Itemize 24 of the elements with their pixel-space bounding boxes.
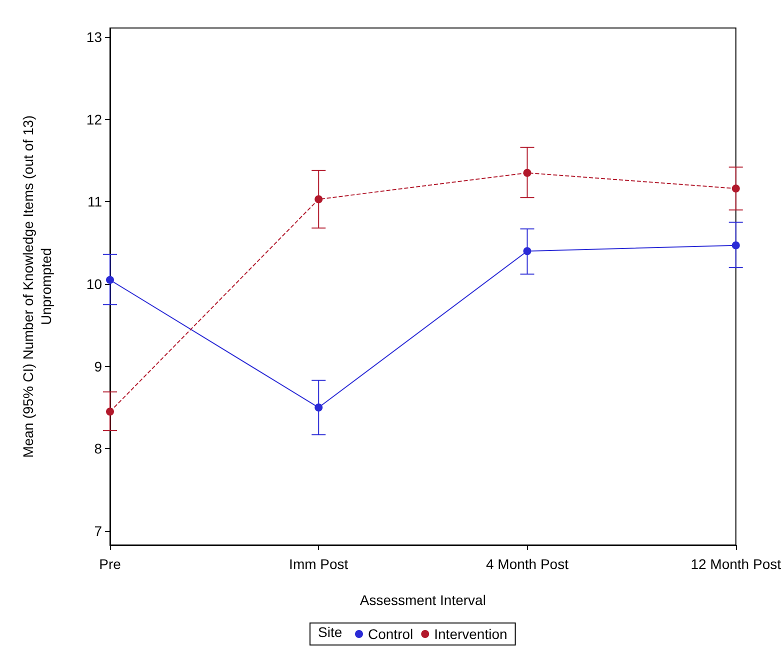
y-tick-label: 10 [86,276,102,292]
point [523,247,532,256]
legend-label: Intervention [434,626,508,642]
point [732,241,740,250]
x-tick-label: Pre [99,556,122,572]
point [523,168,532,177]
y-tick-label: 9 [94,358,102,374]
point [106,408,114,416]
y-tick-label: 13 [86,29,102,46]
y-tick-label: 8 [94,440,102,457]
point [106,276,114,284]
point [314,404,323,412]
x-tick-label: Imm Post [289,556,348,572]
y-tick-label: 7 [94,523,102,540]
legend-title: Site [318,624,342,640]
y-tick-label: 11 [87,194,102,210]
x-tick-label: 12 Month Post [690,556,782,572]
point [732,184,740,193]
legend-label: Control [368,626,414,642]
x-axis-title: Assessment Interval [360,592,486,608]
point [314,195,323,204]
y-axis-title: Mean (95% CI) Number of Knowledge Items (out of 13) Unprompted [20,115,54,458]
x-tick-label: 4 Month Post [486,556,569,572]
y-tick-label: 12 [86,111,102,128]
